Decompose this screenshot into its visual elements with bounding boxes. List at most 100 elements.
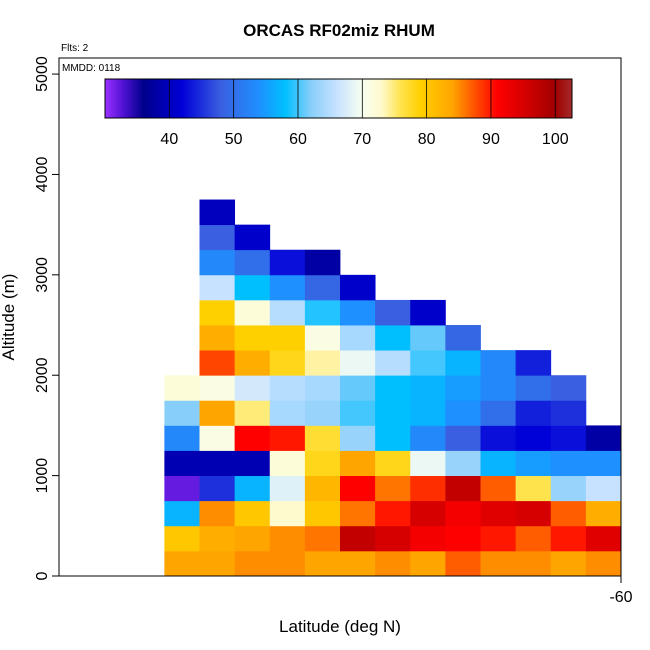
heatmap-cell [515,350,552,376]
heatmap-cell [234,450,271,477]
heatmap-cell [585,500,622,527]
heatmap-cell [375,525,411,552]
heatmap-cell [304,325,341,351]
heatmap-cell [199,550,236,577]
heatmap-cell [375,400,411,426]
y-tick-label: 4000 [34,157,51,193]
heatmap-cell [550,475,587,502]
y-axis-label: Altitude (m) [0,274,18,361]
heatmap-cell [234,425,271,451]
heatmap-cell [585,425,622,451]
y-tick-label: 5000 [34,56,51,92]
heatmap-cell [585,475,622,502]
heatmap-cell [199,274,236,301]
heatmap-cell [585,450,622,477]
heatmap-cell [515,550,552,577]
heatmap-cell [304,525,341,552]
heatmap-cell [480,475,517,502]
heatmap-cell [410,350,446,376]
heatmap-cell [269,475,306,502]
heatmap-cell [199,450,236,477]
y-tick-label: 0 [34,571,51,580]
heatmap-cell [340,475,376,502]
heatmap-cell [269,274,306,301]
heatmap-cell [164,525,200,552]
heatmap-cell [234,224,271,251]
heatmap-cell [304,299,341,326]
heatmap-cell [445,550,481,577]
heatmap-cell [375,550,411,577]
heatmap-cell [410,450,446,477]
heatmap-cell [304,350,341,376]
y-tick-label: 1000 [34,458,51,494]
heatmap-cell [340,525,376,552]
heatmap-cell [550,550,587,577]
heatmap-cell [515,375,552,401]
colorbar-tick-label: 100 [542,131,569,148]
heatmap-cell [480,425,517,451]
heatmap-cell [164,475,200,502]
heatmap-cell [234,299,271,326]
heatmap-cell [480,450,517,477]
heatmap-cell [340,299,376,326]
heatmap-cell [304,550,341,577]
heatmap-cell [234,525,271,552]
heatmap-cell [199,325,236,351]
heatmap-cell [375,500,411,527]
heatmap-cell [445,375,481,401]
heatmap-cell [515,450,552,477]
heatmap-cell [199,375,236,401]
heatmap-cell [304,375,341,401]
colorbar-tick-label: 60 [289,131,307,148]
heatmap-cell [410,400,446,426]
heatmap-cell [304,249,341,276]
heatmap-cell [269,425,306,451]
heatmap-cell [340,425,376,451]
x-tick-label: -60 [609,589,632,606]
colorbar [104,78,573,119]
heatmap-cell [234,274,271,301]
heatmap-cell [445,400,481,426]
annotation: Flts: 2 [61,43,89,54]
heatmap-cell [234,350,271,376]
heatmap-cell [445,425,481,451]
heatmap-cell [340,450,376,477]
heatmap-cell [375,350,411,376]
colorbar-tick-label: 70 [353,131,371,148]
heatmap-cell [234,375,271,401]
heatmap-cell [234,249,271,276]
heatmap-cell [340,350,376,376]
heatmap-cell [585,550,622,577]
heatmap-cell [199,249,236,276]
heatmap-cell [164,550,200,577]
heatmap-cell [410,525,446,552]
heatmap-cell [164,500,200,527]
heatmap-cell [269,375,306,401]
y-tick-label: 3000 [34,257,51,293]
heatmap-cell [445,500,481,527]
heatmap-cell [234,475,271,502]
heatmap-cell [410,325,446,351]
heatmap-cell [445,325,481,351]
annotation: MMDD: 0118 [62,63,121,74]
heatmap-cell [234,550,271,577]
colorbar-tick-label: 90 [482,131,500,148]
heatmap-cell [550,425,587,451]
heatmap-cell [340,500,376,527]
heatmap-cell [550,500,587,527]
heatmap-cell [164,425,200,451]
heatmap-cell [199,299,236,326]
heatmap-cell [199,425,236,451]
heatmap-cell [550,450,587,477]
heatmap-cell [269,350,306,376]
heatmap-cell [199,400,236,426]
heatmap-cell [269,450,306,477]
heatmap-cell [445,450,481,477]
colorbar-tick-label: 80 [418,131,436,148]
heatmap-cell [480,500,517,527]
heatmap-cell [340,550,376,577]
heatmap-cell [304,500,341,527]
heatmap-cell [515,500,552,527]
heatmap-cell [199,475,236,502]
heatmap-cell [340,274,376,301]
